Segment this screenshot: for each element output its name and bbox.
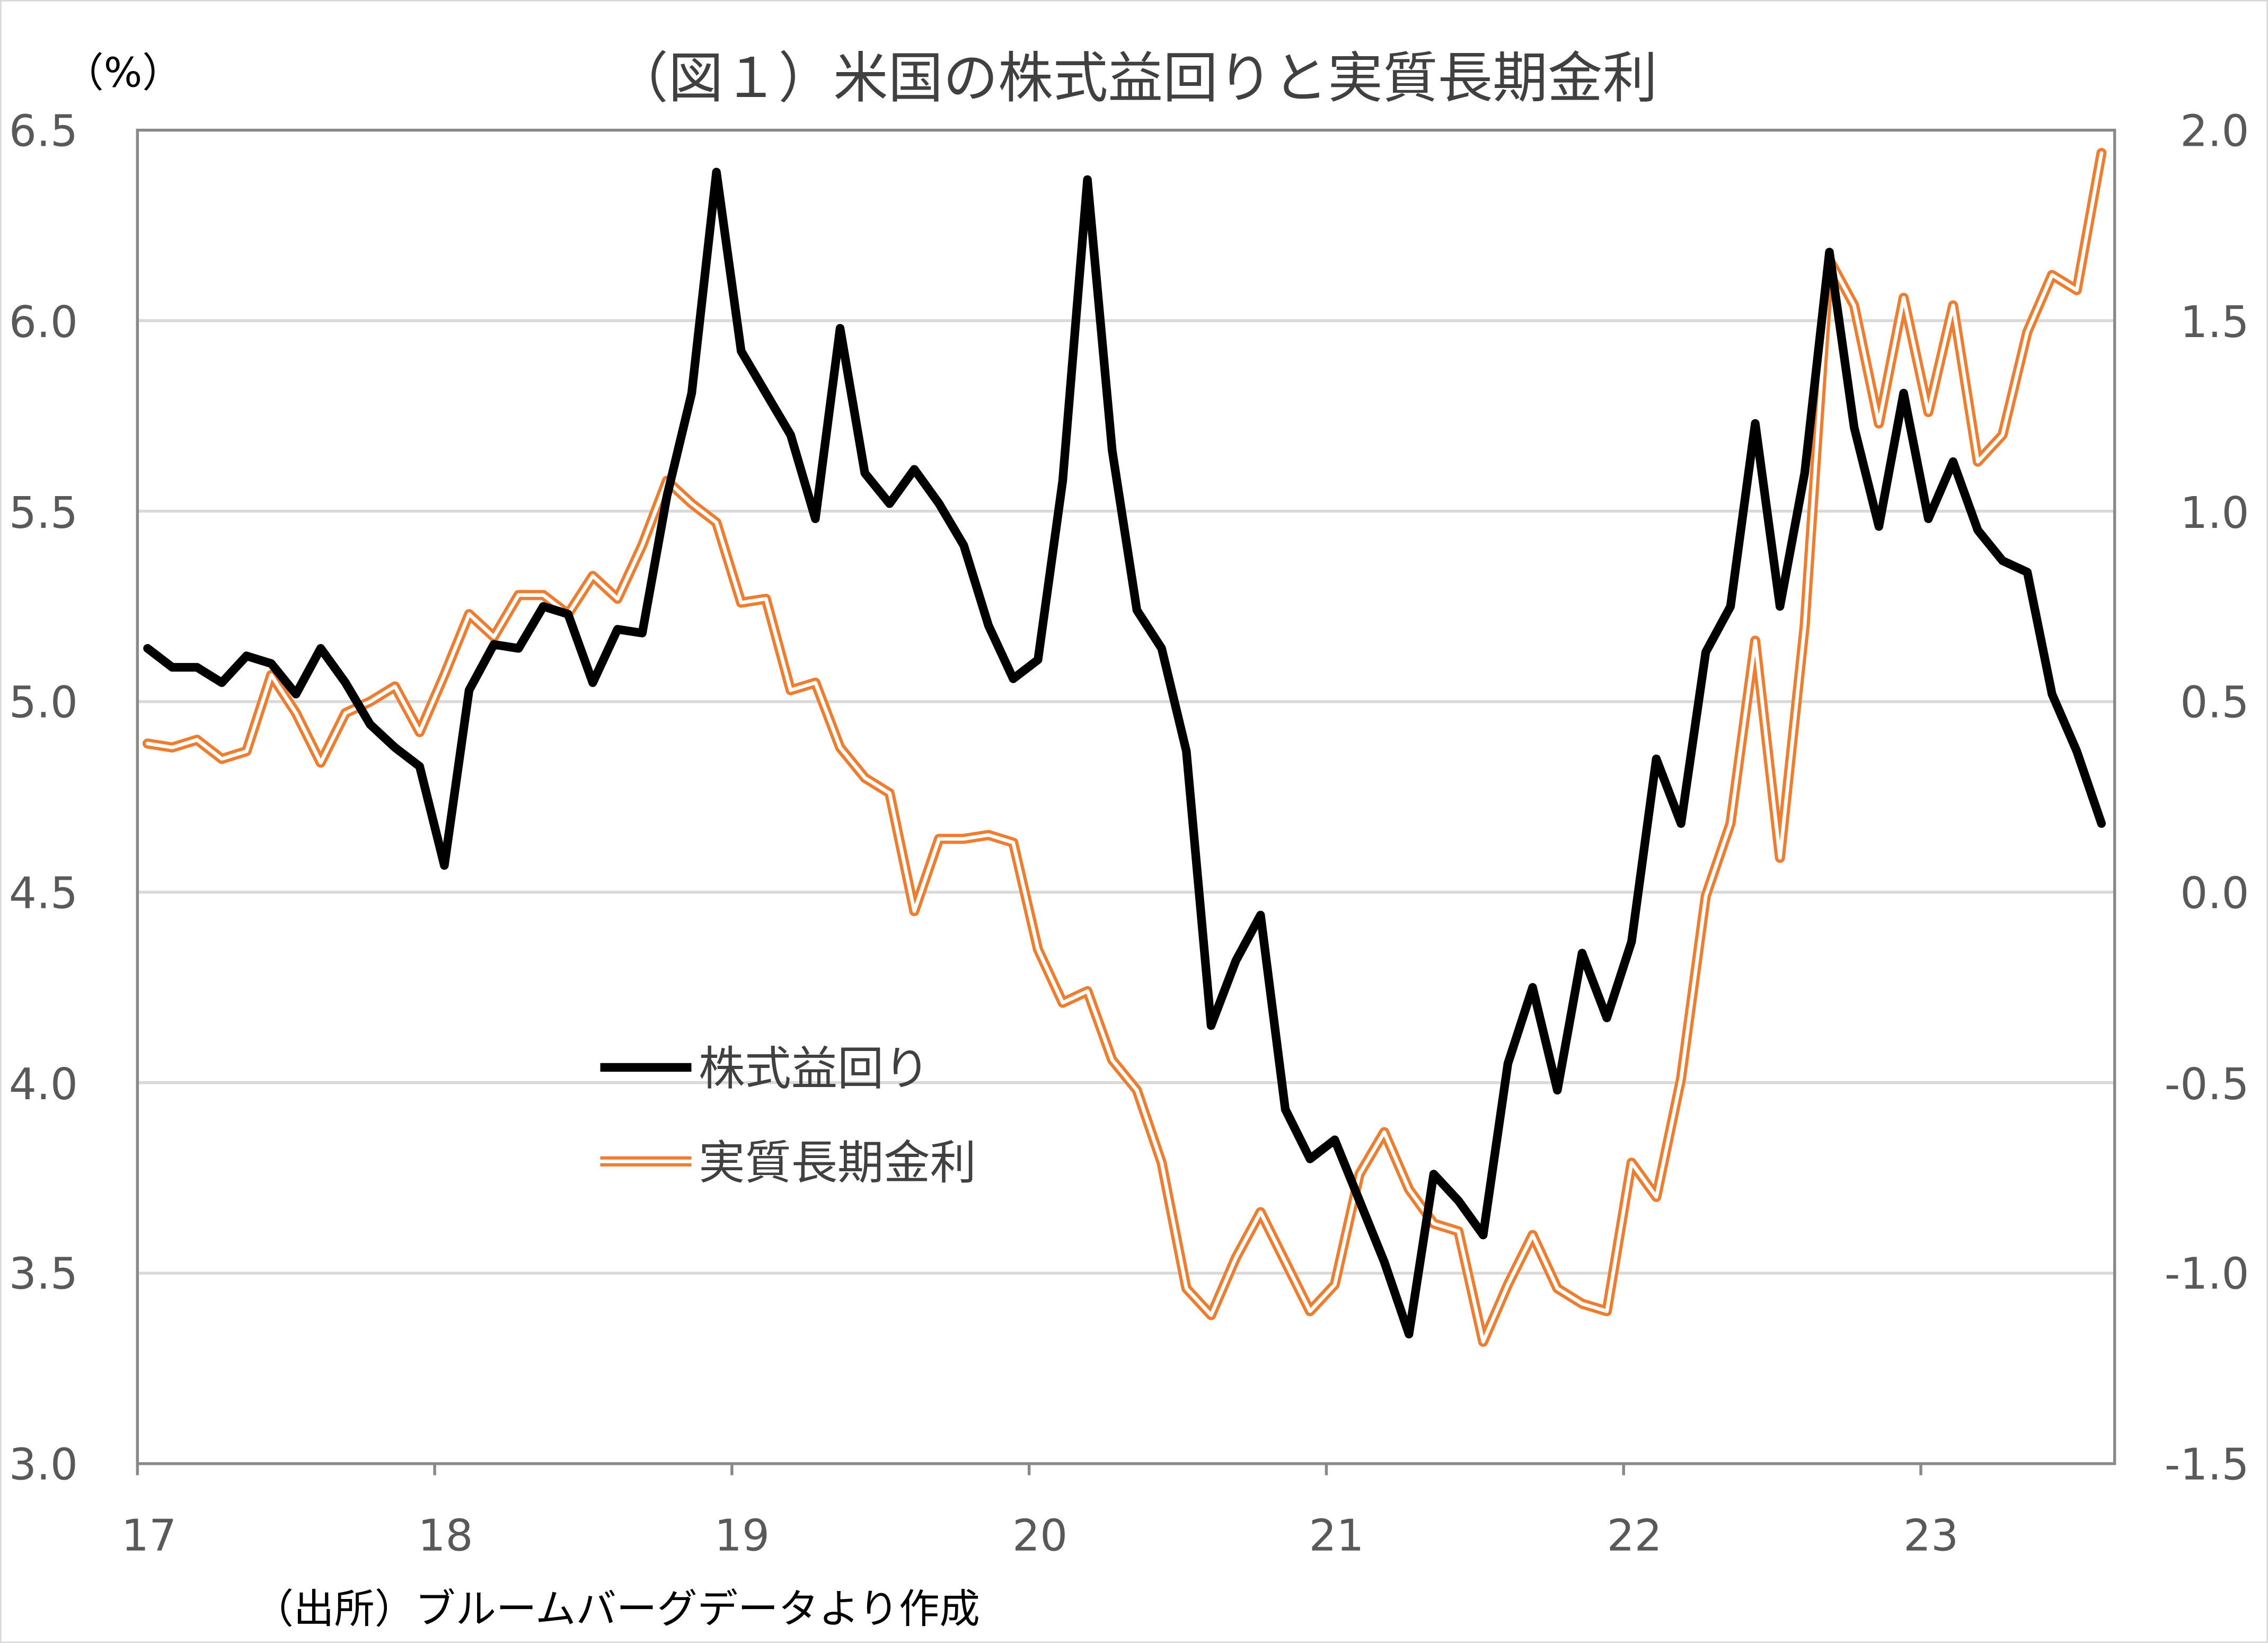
y-left-tick: 4.5 <box>9 869 78 919</box>
y-left-tick: 5.5 <box>9 488 78 538</box>
y-right-tick: 2.0 <box>2180 107 2249 157</box>
y-left-tick: 3.5 <box>9 1249 78 1299</box>
y-left-tick: 5.0 <box>9 678 78 728</box>
plot-area-border <box>136 128 2116 1465</box>
x-tick: 22 <box>1607 1510 1662 1561</box>
y-right-tick: -0.5 <box>2165 1059 2249 1110</box>
x-axis: 17 18 19 20 21 22 23 <box>121 1510 1958 1561</box>
series-line-earnings-yield <box>143 167 2106 1339</box>
series-line-real-rate-inner <box>145 151 2104 1344</box>
x-tick: 23 <box>1903 1510 1958 1561</box>
x-tick: 20 <box>1012 1510 1067 1561</box>
y-right-tick: -1.0 <box>2165 1249 2249 1299</box>
y-right-tick: 1.5 <box>2180 297 2249 348</box>
y-left-tick: 3.0 <box>9 1440 78 1490</box>
y-left-tick: 6.5 <box>9 107 78 157</box>
x-tick: 21 <box>1309 1510 1364 1561</box>
chart-title: （図１）米国の株式益回りと実質長期金利 <box>613 47 1657 110</box>
series-lines <box>142 148 2107 1347</box>
y-left-axis: 6.5 6.0 5.5 5.0 4.5 4.0 3.5 3.0 <box>9 107 78 1490</box>
legend: 株式益回り 実質長期金利 <box>600 1042 976 1190</box>
source-note: （出所）ブルームバーグデータより作成 <box>253 1586 980 1633</box>
y-right-tick: 1.0 <box>2180 488 2249 538</box>
y-right-tick: -1.5 <box>2165 1440 2249 1490</box>
x-tick: 19 <box>714 1510 770 1561</box>
y-left-unit: （%） <box>63 50 182 97</box>
y-right-tick: 0.5 <box>2180 678 2249 728</box>
y-right-tick: 0.0 <box>2180 869 2249 919</box>
x-tick: 17 <box>121 1510 177 1561</box>
y-left-tick: 4.0 <box>9 1059 78 1110</box>
legend-label-real-rate: 実質長期金利 <box>699 1136 976 1190</box>
legend-label-earnings-yield: 株式益回り <box>699 1042 930 1096</box>
y-left-tick: 6.0 <box>9 297 78 348</box>
x-tick: 18 <box>418 1510 473 1561</box>
y-right-axis: 2.0 1.5 1.0 0.5 0.0 -0.5 -1.0 -1.5 <box>2165 107 2249 1490</box>
